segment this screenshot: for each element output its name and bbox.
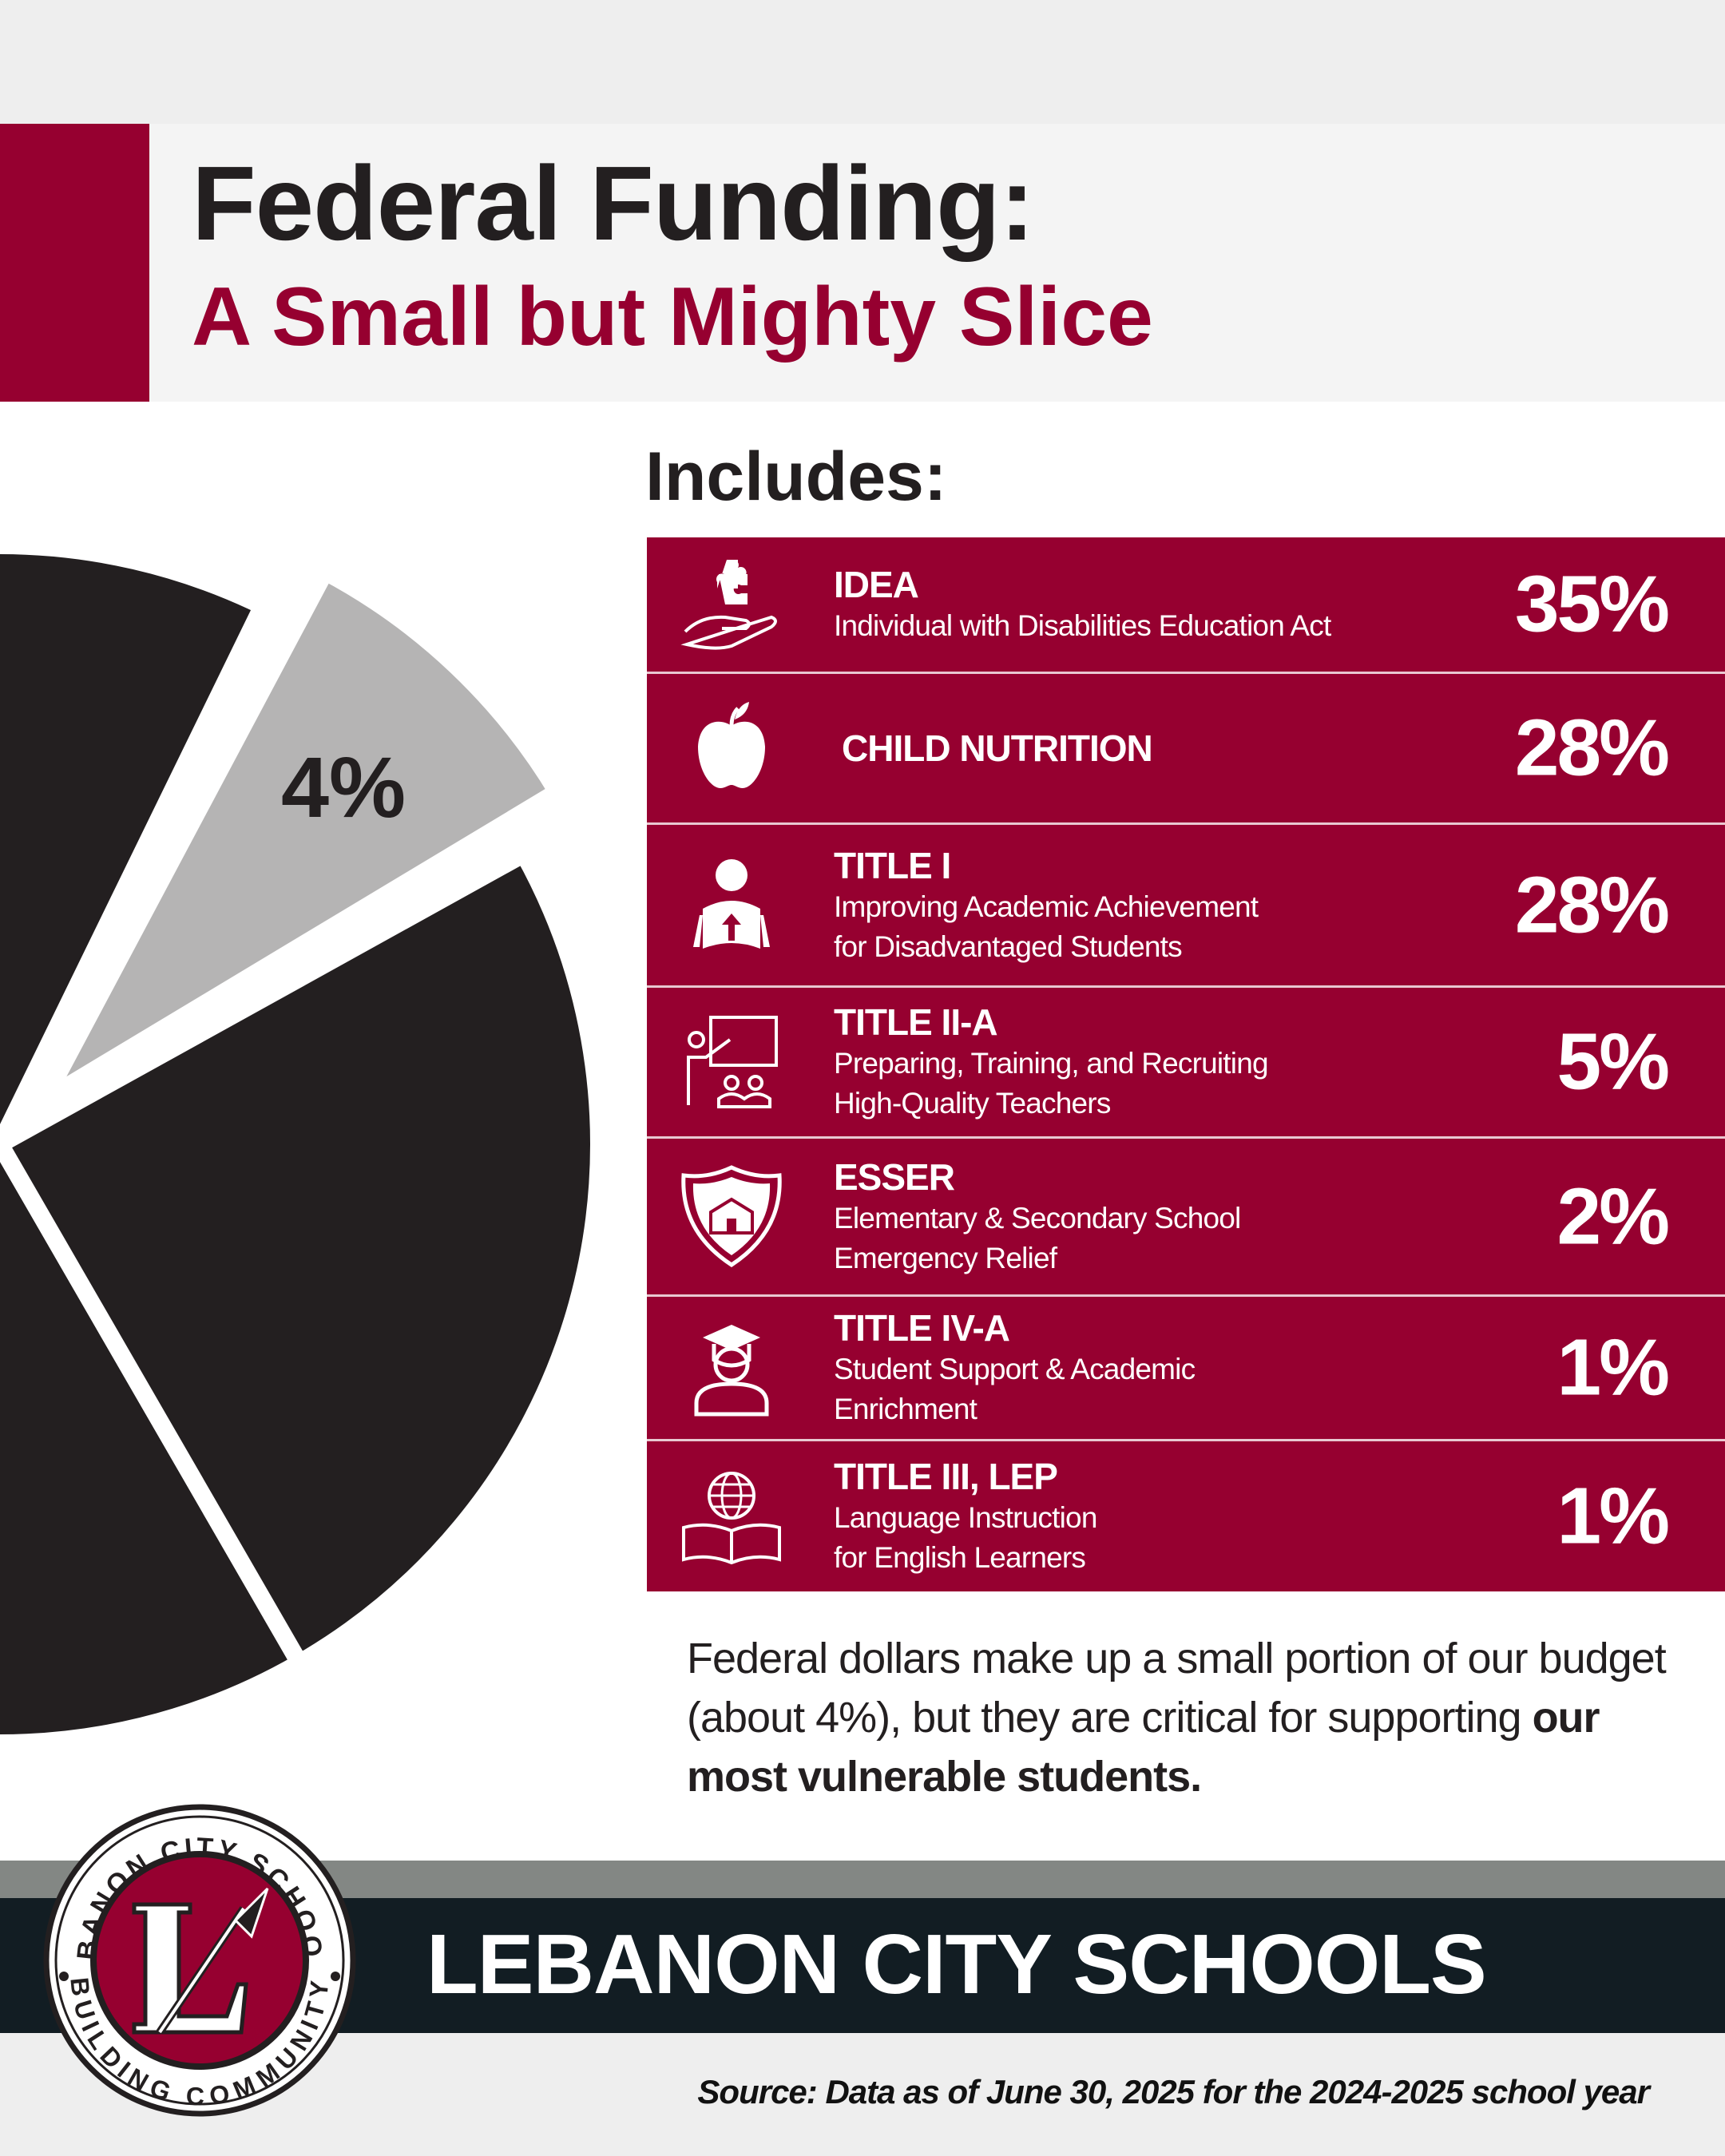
funding-text: IDEA Individual with Disabilities Educati… bbox=[834, 563, 1331, 646]
logo-letter-l-icon bbox=[132, 1902, 248, 2035]
funding-description: for Disadvantaged Students bbox=[834, 929, 1183, 963]
pie-chart: 4% bbox=[0, 537, 608, 1752]
funding-name: TITLE III, LEP bbox=[834, 1456, 1058, 1497]
funding-name: TITLE I bbox=[834, 844, 951, 886]
funding-description: Student Support & Academic bbox=[834, 1353, 1196, 1385]
funding-description: Preparing, Training, and Recruiting bbox=[834, 1047, 1269, 1080]
pie-slice-label: 4% bbox=[281, 739, 406, 835]
funding-description: High-Quality Teachers bbox=[834, 1087, 1111, 1120]
funding-text: ESSER Elementary & Secondary School Emerge… bbox=[834, 1155, 1241, 1278]
source-note: Source: Data as of June 30, 2025 for the… bbox=[697, 2073, 1650, 2110]
header: Federal Funding: A Small but Mighty Slic… bbox=[0, 124, 1725, 402]
funding-row: TITLE I Improving Academic Achievement for… bbox=[647, 825, 1725, 988]
page-title: Federal Funding: bbox=[192, 145, 1035, 262]
funding-name: ESSER bbox=[834, 1155, 955, 1198]
funding-row: TITLE II-A Preparing, Training, and Recru… bbox=[647, 988, 1725, 1139]
globe-book-icon bbox=[682, 1472, 781, 1565]
funding-description: Individual with Disabilities Education A… bbox=[834, 609, 1331, 642]
funding-name: TITLE II-A bbox=[834, 1001, 998, 1043]
funding-percent: 28% bbox=[1514, 703, 1670, 793]
includes-heading: Includes: bbox=[645, 438, 947, 515]
funding-percent: 1% bbox=[1556, 1471, 1670, 1561]
funding-row: TITLE IV-A Student Support & Academic Enri… bbox=[647, 1297, 1725, 1441]
summary-text: Federal dollars make up a small portion … bbox=[687, 1635, 1667, 1742]
funding-percent: 1% bbox=[1556, 1322, 1670, 1413]
student-reading-icon bbox=[693, 858, 770, 949]
brand-name: LEBANON CITY SCHOOLS bbox=[426, 1917, 1487, 2011]
graduate-icon bbox=[694, 1325, 769, 1417]
funding-description: for English Learners bbox=[834, 1541, 1086, 1574]
apple-icon bbox=[698, 702, 765, 788]
funding-name: IDEA bbox=[834, 564, 919, 605]
summary-emphasis: our most vulnerable students. bbox=[687, 1694, 1600, 1801]
top-band bbox=[0, 0, 1725, 124]
funding-name: CHILD NUTRITION bbox=[842, 727, 1153, 769]
funding-row: TITLE III, LEP Language Instruction for En… bbox=[647, 1441, 1725, 1591]
teacher-board-icon bbox=[687, 1016, 778, 1108]
funding-description: Emergency Relief bbox=[834, 1241, 1057, 1274]
page-subtitle: A Small but Mighty Slice bbox=[192, 271, 1153, 363]
school-logo: LEBANON CITY SCHOOLS BUILDING COMMUNITY bbox=[40, 1801, 356, 2117]
summary-paragraph: Federal dollars make up a small portion … bbox=[687, 1629, 1677, 1806]
funding-percent: 2% bbox=[1556, 1171, 1670, 1261]
funding-percent: 5% bbox=[1556, 1017, 1670, 1107]
funding-text: TITLE II-A Preparing, Training, and Recru… bbox=[834, 1001, 1269, 1124]
funding-table: IDEA Individual with Disabilities Educati… bbox=[647, 537, 1725, 1591]
arrowhead-icon bbox=[156, 1887, 269, 2035]
funding-row: ESSER Elementary & Secondary School Emerge… bbox=[647, 1139, 1725, 1297]
shield-school-icon bbox=[681, 1164, 782, 1267]
funding-description: Language Instruction bbox=[834, 1501, 1097, 1534]
funding-text: TITLE III, LEP Language Instruction for En… bbox=[834, 1455, 1097, 1578]
funding-name: TITLE IV-A bbox=[834, 1307, 1010, 1349]
funding-description: Enrichment bbox=[834, 1393, 978, 1425]
funding-text: CHILD NUTRITION bbox=[842, 727, 1153, 770]
funding-description: Improving Academic Achievement bbox=[834, 890, 1259, 923]
funding-text: TITLE IV-A Student Support & Academic Enri… bbox=[834, 1306, 1196, 1429]
pie-slice-remainder-lower bbox=[0, 842, 608, 1675]
funding-text: TITLE I Improving Academic Achievement for… bbox=[834, 844, 1259, 967]
pie-slice-federal bbox=[21, 559, 569, 1124]
funding-row: CHILD NUTRITION 28% bbox=[647, 674, 1725, 825]
pie-slice-remainder bbox=[0, 537, 312, 1752]
funding-percent: 28% bbox=[1514, 860, 1670, 949]
funding-percent: 35% bbox=[1514, 559, 1670, 649]
hand-puzzle-icon bbox=[680, 560, 777, 650]
funding-row: IDEA Individual with Disabilities Educati… bbox=[647, 537, 1725, 674]
accent-block bbox=[0, 124, 149, 402]
funding-description: Elementary & Secondary School bbox=[834, 1201, 1241, 1235]
